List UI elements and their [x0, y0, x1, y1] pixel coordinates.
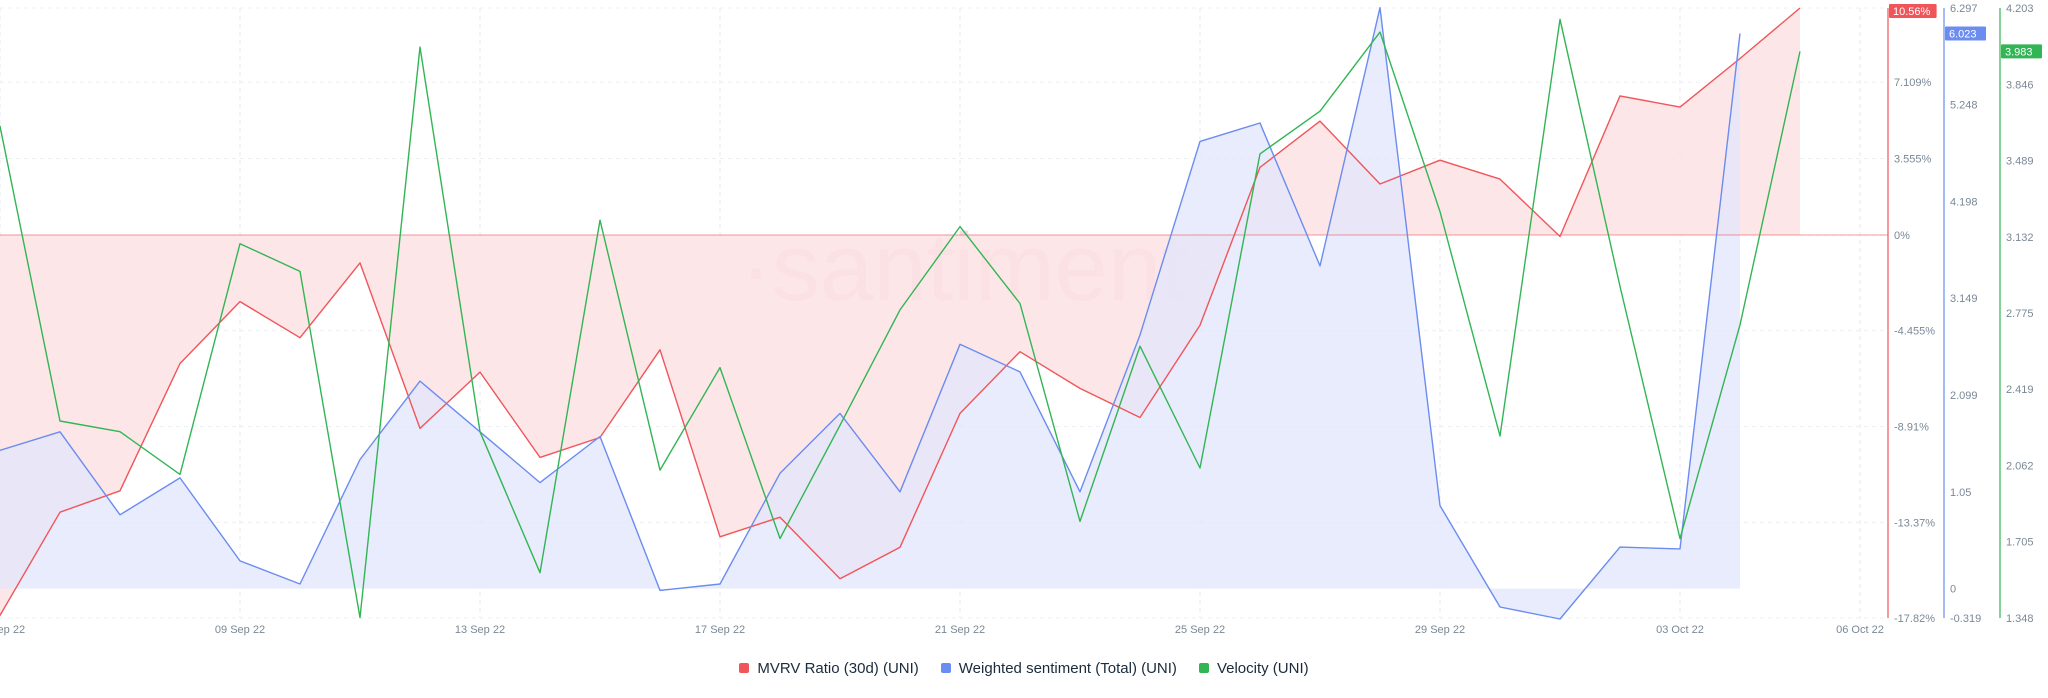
y-tick-label-mvrv: 0%: [1894, 230, 1910, 242]
axis-layer: 05 Sep 22 09 Sep 22 13 Sep 22 17 Sep 22 21 S…: [0, 3, 2042, 636]
area-fill-1: [0, 7, 1740, 619]
y-tick-label-velocity: 2.419: [2006, 384, 2034, 396]
area-fill-layer: [0, 7, 1800, 619]
y-tick-label-mvrv: -8.91%: [1894, 421, 1929, 433]
y-tick-label-sentiment: 0: [1950, 584, 1956, 596]
y-tick-label-velocity: 3.132: [2006, 232, 2034, 244]
last-value-label-2: 3.983: [2005, 46, 2033, 58]
series-line-2: [0, 18, 1801, 619]
y-tick-label-mvrv: 3.555%: [1894, 154, 1932, 166]
y-tick-label-velocity: 3.846: [2006, 79, 2034, 91]
y-tick-label-sentiment: 3.149: [1950, 293, 1978, 305]
x-tick-label: 17 Sep 22: [695, 624, 745, 636]
x-tick-label: 21 Sep 22: [935, 624, 985, 636]
x-tick-label: 06 Oct 22: [1836, 624, 1884, 636]
y-tick-label-mvrv: -17.82%: [1894, 613, 1935, 625]
y-tick-label-velocity: 2.775: [2006, 308, 2034, 320]
legend-swatch-mvrv: [739, 663, 750, 673]
last-value-badge-1: [1945, 26, 1986, 41]
y-tick-label-velocity: 2.062: [2006, 460, 2034, 472]
y-tick-label-sentiment: 6.297: [1950, 3, 1978, 15]
y-tick-label-velocity: 1.705: [2006, 537, 2034, 549]
last-value-label-0: 10.56%: [1893, 6, 1931, 18]
series-line-1: [0, 7, 1741, 620]
y-tick-label-sentiment: 4.198: [1950, 197, 1978, 209]
legend-item-velocity[interactable]: Velocity (UNI): [1198, 659, 1309, 677]
last-value-label-1: 6.023: [1949, 29, 1977, 41]
series-line-layer: [0, 7, 1888, 620]
last-value-badge-0: [1889, 4, 1937, 18]
x-tick-label: 13 Sep 22: [455, 624, 505, 636]
legend-swatch-sentiment: [940, 663, 951, 673]
legend-label-mvrv: MVRV Ratio (30d) (UNI): [757, 659, 919, 677]
legend-label-sentiment: Weighted sentiment (Total) (UNI): [958, 659, 1177, 677]
y-tick-label-sentiment: 2.099: [1950, 390, 1978, 402]
y-tick-label-sentiment: 1.05: [1950, 487, 1971, 499]
legend-swatch-velocity: [1198, 663, 1209, 673]
x-tick-label: 29 Sep 22: [1415, 624, 1465, 636]
y-tick-label-mvrv: 7.109%: [1894, 77, 1932, 89]
y-tick-label-velocity: 4.203: [2006, 3, 2034, 15]
y-tick-label-velocity: 3.489: [2006, 156, 2034, 168]
x-tick-label: 03 Oct 22: [1656, 624, 1704, 636]
y-tick-label-mvrv: -4.455%: [1894, 326, 1935, 338]
legend-item-mvrv[interactable]: MVRV Ratio (30d) (UNI): [739, 659, 919, 677]
legend: MVRV Ratio (30d) (UNI) Weighted sentimen…: [0, 656, 2048, 680]
series-line-0: [0, 7, 1801, 617]
x-tick-label: 25 Sep 22: [1175, 624, 1225, 636]
last-value-badge-2: [2001, 44, 2042, 59]
y-tick-label-sentiment: 5.248: [1950, 100, 1978, 112]
y-tick-label-velocity: 1.348: [2006, 613, 2034, 625]
y-tick-label-mvrv: -13.37%: [1894, 517, 1935, 529]
y-tick-label-sentiment: -0.319: [1950, 613, 1981, 625]
legend-item-sentiment[interactable]: Weighted sentiment (Total) (UNI): [940, 659, 1177, 677]
legend-label-velocity: Velocity (UNI): [1216, 659, 1309, 677]
x-tick-label: 05 Sep 22: [0, 624, 25, 636]
x-tick-label: 09 Sep 22: [215, 624, 265, 636]
